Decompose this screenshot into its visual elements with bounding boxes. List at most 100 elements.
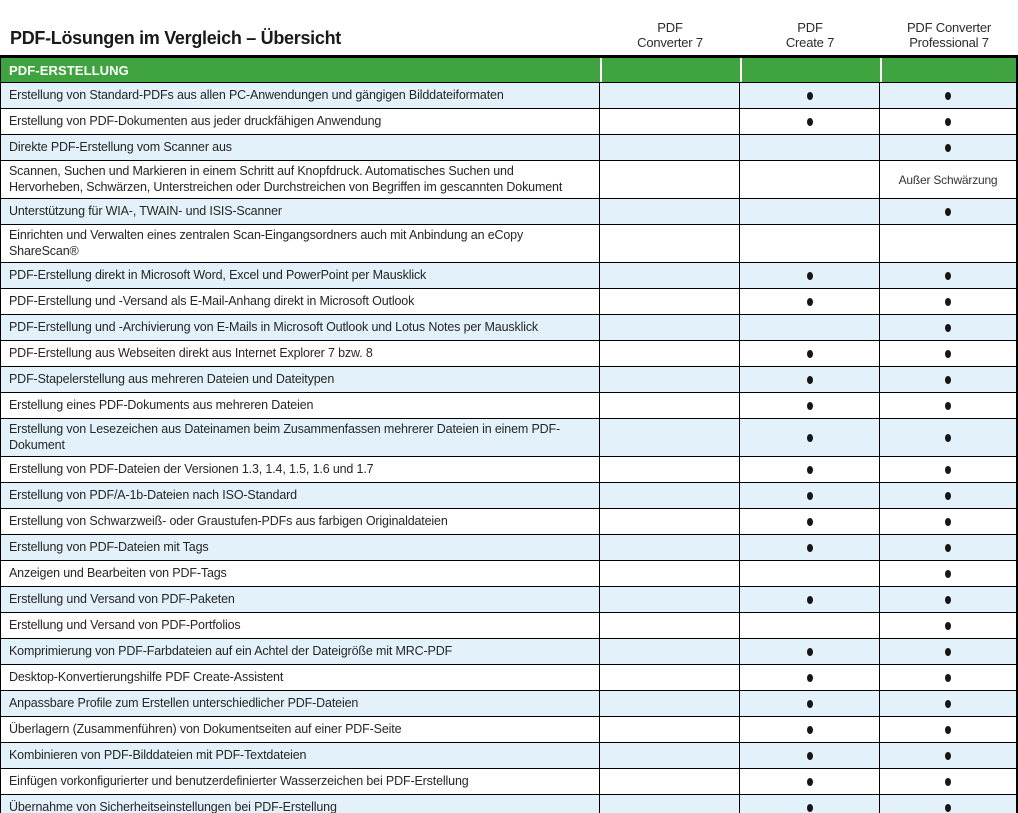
column-header-pdf-converter-7: PDF Converter 7 xyxy=(600,0,740,55)
feature-available-dot xyxy=(806,91,813,100)
value-cell xyxy=(600,561,740,586)
value-cell xyxy=(880,419,1016,456)
value-cell xyxy=(600,263,740,288)
feature-label: Anzeigen und Bearbeiten von PDF-Tags xyxy=(1,561,600,586)
feature-available-dot xyxy=(945,725,951,734)
comparison-table: PDF-ERSTELLUNG Erstellung von Standard-P… xyxy=(0,55,1018,813)
table-row: PDF-Erstellung und -Versand als E-Mail-A… xyxy=(1,289,1016,315)
value-cell xyxy=(740,795,880,813)
feature-available-dot xyxy=(806,349,813,358)
value-cell xyxy=(600,109,740,134)
value-cell: Außer Schwärzung xyxy=(880,161,1016,198)
table-row: Erstellung und Versand von PDF-Portfolio… xyxy=(1,613,1016,639)
feature-available-dot xyxy=(945,465,951,474)
value-cell xyxy=(880,613,1016,638)
value-cell xyxy=(740,665,880,690)
feature-available-dot xyxy=(806,751,813,760)
feature-label: Anpassbare Profile zum Erstellen untersc… xyxy=(1,691,600,716)
column-header-line1: PDF Converter xyxy=(906,20,992,35)
value-cell xyxy=(740,691,880,716)
feature-available-dot xyxy=(806,433,813,442)
value-cell xyxy=(740,769,880,794)
feature-label: Komprimierung von PDF-Farbdateien auf ei… xyxy=(1,639,600,664)
feature-label: Erstellung von PDF/A-1b-Dateien nach ISO… xyxy=(1,483,600,508)
value-cell xyxy=(740,135,880,160)
value-cell xyxy=(880,341,1016,366)
feature-available-dot xyxy=(806,375,813,384)
table-row: Unterstützung für WIA-, TWAIN- und ISIS-… xyxy=(1,199,1016,225)
feature-available-dot xyxy=(806,647,813,656)
table-row: Erstellung von PDF-Dateien mit Tags xyxy=(1,535,1016,561)
table-row: Erstellung von Schwarzweiß- oder Graustu… xyxy=(1,509,1016,535)
table-row: Komprimierung von PDF-Farbdateien auf ei… xyxy=(1,639,1016,665)
feature-available-dot xyxy=(945,297,951,306)
column-header-line2: Create 7 xyxy=(785,35,835,50)
page-title: PDF-Lösungen im Vergleich – Übersicht xyxy=(10,28,341,48)
feature-available-dot xyxy=(945,699,951,708)
value-cell xyxy=(740,83,880,108)
value-cell xyxy=(880,225,1016,262)
value-cell xyxy=(600,341,740,366)
section-spacer xyxy=(600,58,740,82)
value-cell xyxy=(600,315,740,340)
feature-label: Erstellung von Schwarzweiß- oder Graustu… xyxy=(1,509,600,534)
feature-label: Erstellung von PDF-Dateien mit Tags xyxy=(1,535,600,560)
value-cell xyxy=(740,535,880,560)
value-cell xyxy=(880,483,1016,508)
feature-available-dot xyxy=(945,433,951,442)
value-cell xyxy=(880,509,1016,534)
value-cell xyxy=(740,457,880,482)
value-cell xyxy=(600,161,740,198)
column-header-line2: Converter 7 xyxy=(637,35,703,50)
feature-available-dot xyxy=(945,349,951,358)
feature-available-dot xyxy=(945,673,951,682)
feature-available-dot xyxy=(945,595,951,604)
table-row: Erstellung eines PDF-Dokuments aus mehre… xyxy=(1,393,1016,419)
value-cell xyxy=(880,457,1016,482)
feature-label: Erstellung und Versand von PDF-Paketen xyxy=(1,587,600,612)
table-row: Übernahme von Sicherheitseinstellungen b… xyxy=(1,795,1016,813)
feature-available-dot xyxy=(945,491,951,500)
value-cell xyxy=(740,393,880,418)
table-row: Überlagern (Zusammenführen) von Dokument… xyxy=(1,717,1016,743)
feature-label: PDF-Erstellung direkt in Microsoft Word,… xyxy=(1,263,600,288)
feature-available-dot xyxy=(945,91,951,100)
feature-available-dot xyxy=(806,271,813,280)
feature-available-dot xyxy=(806,803,813,812)
value-cell xyxy=(740,587,880,612)
feature-label: Einrichten und Verwalten eines zentralen… xyxy=(1,225,600,262)
value-cell xyxy=(880,795,1016,813)
value-cell xyxy=(740,717,880,742)
value-cell xyxy=(740,483,880,508)
feature-available-dot xyxy=(945,543,951,552)
feature-label: Einfügen vorkonfigurierter und benutzerd… xyxy=(1,769,600,794)
feature-available-dot xyxy=(806,117,813,126)
value-cell xyxy=(880,769,1016,794)
table-row: Kombinieren von PDF-Bilddateien mit PDF-… xyxy=(1,743,1016,769)
feature-label: PDF-Erstellung und -Versand als E-Mail-A… xyxy=(1,289,600,314)
feature-label: Kombinieren von PDF-Bilddateien mit PDF-… xyxy=(1,743,600,768)
value-cell xyxy=(600,613,740,638)
value-cell xyxy=(880,691,1016,716)
value-cell xyxy=(600,135,740,160)
value-cell xyxy=(740,225,880,262)
value-cell xyxy=(600,393,740,418)
feature-label: PDF-Erstellung aus Webseiten direkt aus … xyxy=(1,341,600,366)
table-body: Erstellung von Standard-PDFs aus allen P… xyxy=(1,83,1016,813)
feature-label: PDF-Erstellung und -Archivierung von E-M… xyxy=(1,315,600,340)
value-cell xyxy=(600,483,740,508)
value-cell xyxy=(740,561,880,586)
feature-label: Scannen, Suchen und Markieren in einem S… xyxy=(1,161,600,198)
table-row: PDF-Erstellung direkt in Microsoft Word,… xyxy=(1,263,1016,289)
column-header-line1: PDF xyxy=(657,20,683,35)
section-header-row: PDF-ERSTELLUNG xyxy=(1,58,1016,83)
value-cell xyxy=(740,639,880,664)
value-cell xyxy=(600,717,740,742)
value-cell xyxy=(740,419,880,456)
column-header-pdf-create-7: PDF Create 7 xyxy=(740,0,880,55)
value-cell xyxy=(600,457,740,482)
title-cell: PDF-Lösungen im Vergleich – Übersicht xyxy=(0,0,600,55)
feature-label: Überlagern (Zusammenführen) von Dokument… xyxy=(1,717,600,742)
value-cell xyxy=(600,691,740,716)
feature-available-dot xyxy=(945,647,951,656)
